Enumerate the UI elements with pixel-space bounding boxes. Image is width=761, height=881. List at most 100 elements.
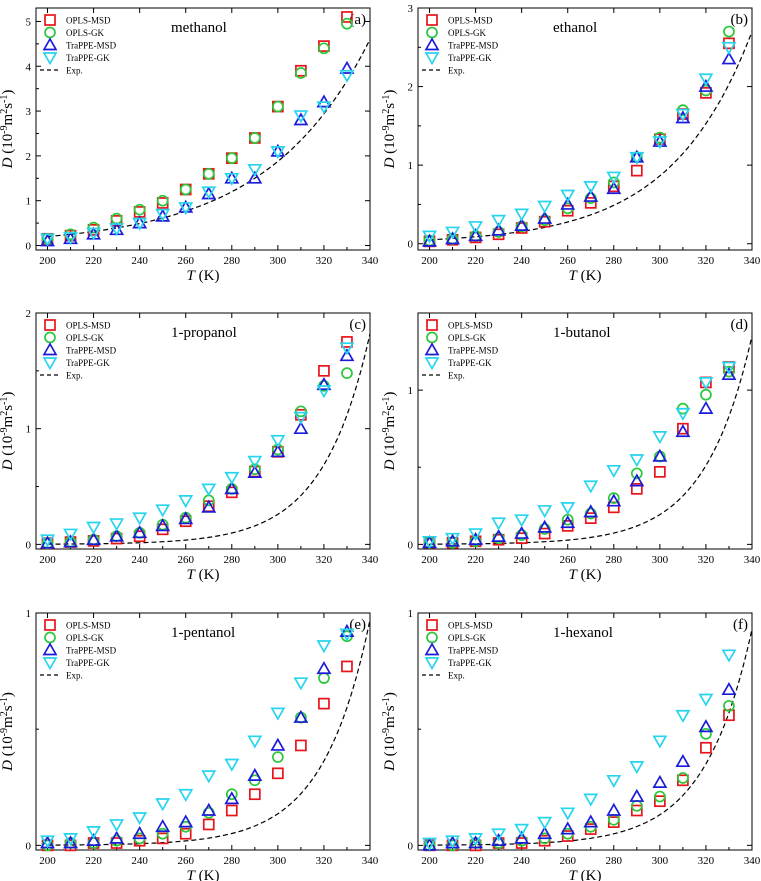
point-trappe-gk (40, 835, 55, 849)
x-tick-label: 240 (513, 255, 530, 267)
point-trappe-msd (583, 814, 599, 828)
y-tick-label: 0 (408, 840, 414, 852)
point-trappe-gk (422, 230, 437, 244)
legend-label: TraPPE-MSD (66, 646, 117, 656)
legend-marker-trappe-msd (42, 37, 58, 51)
point-trappe-gk (270, 146, 286, 160)
y-axis-label-part: -1 (381, 397, 392, 405)
y-tick-label: 0 (408, 539, 414, 551)
point-opls-gk (202, 167, 215, 180)
legend-marker-opls-gk (44, 26, 56, 39)
y-axis-label-part: (10 (0, 134, 16, 158)
point-opls-msd (630, 482, 643, 495)
point-trappe-gk (675, 108, 691, 122)
point-trappe-gk (201, 483, 217, 497)
legend-label: TraPPE-GK (448, 658, 492, 668)
x-axis-label-symbol: T (187, 567, 197, 583)
point-trappe-msd (293, 709, 309, 723)
point-opls-gk (225, 152, 238, 164)
x-tick-label: 340 (744, 255, 761, 267)
point-opls-msd (584, 197, 597, 209)
point-trappe-gk (86, 227, 102, 241)
x-tick-label: 220 (85, 855, 102, 867)
x-tick-label: 240 (131, 554, 148, 566)
legend-label: OPLS-GK (448, 633, 487, 643)
point-trappe-msd (247, 170, 263, 184)
plot-frame (417, 612, 753, 851)
y-tick-label: 0 (26, 840, 32, 852)
point-opls-gk (630, 467, 643, 480)
point-trappe-msd (132, 525, 148, 539)
y-tick-label: 1 (408, 160, 414, 172)
series-opls-msd (41, 660, 353, 852)
y-axis-label-part: D (382, 760, 398, 772)
x-tick-label: 240 (513, 554, 530, 566)
legend-marker-opls-gk (426, 631, 438, 644)
legend-marker-trappe-gk (42, 657, 58, 671)
point-trappe-gk (109, 223, 125, 237)
point-opls-gk (248, 132, 261, 144)
y-tick-label: 2 (26, 151, 32, 163)
point-trappe-msd (675, 424, 691, 438)
point-trappe-msd (422, 233, 437, 247)
legend-marker-trappe-gk (42, 52, 58, 66)
y-tick-label: 1 (26, 424, 32, 436)
legend-label: OPLS-MSD (448, 621, 493, 631)
legend-marker-trappe-gk (424, 357, 440, 371)
point-trappe-msd (293, 420, 309, 435)
point-trappe-msd (491, 222, 507, 236)
y-axis-label-part: -1 (381, 697, 392, 705)
legend: OPLS-MSD OPLS-GK TraPPE-MSD TraPPE-GK Exp. (422, 319, 499, 381)
legend-marker-opls-msd (426, 14, 438, 26)
legend-label: TraPPE-GK (448, 358, 492, 368)
x-tick-label: 220 (467, 855, 484, 867)
legend-label: OPLS-MSD (66, 621, 111, 631)
y-tick-label: 5 (26, 16, 32, 28)
point-trappe-gk (675, 407, 691, 421)
legend-label: TraPPE-MSD (448, 346, 499, 356)
point-trappe-msd (629, 788, 645, 802)
point-trappe-msd (247, 767, 263, 781)
plot-frame (417, 7, 753, 251)
point-trappe-msd (721, 681, 737, 696)
point-trappe-gk (721, 649, 737, 663)
point-opls-msd (654, 466, 666, 478)
plot-frame (35, 7, 371, 251)
panel-b: 200 220 240 260 280 300 320 340 0 1 2 3 T (K) D (10-9… (381, 3, 761, 284)
legend-label: OPLS-MSD (448, 16, 493, 26)
x-tick-label: 340 (362, 855, 379, 867)
x-tick-label: 200 (421, 255, 438, 267)
x-tick-label: 280 (606, 554, 623, 566)
point-trappe-gk (652, 136, 668, 150)
point-trappe-gk (339, 628, 355, 642)
point-trappe-msd (339, 623, 355, 637)
point-opls-gk (723, 25, 735, 38)
point-trappe-gk (491, 517, 507, 531)
y-axis-label-part: 2 (0, 109, 10, 114)
y-axis-label-part: D (0, 459, 16, 471)
point-trappe-gk (339, 69, 355, 83)
series-trappe-gk (422, 361, 737, 550)
point-trappe-msd (537, 210, 553, 224)
point-trappe-msd (721, 51, 737, 65)
point-opls-gk (295, 405, 307, 418)
point-opls-gk (225, 788, 238, 801)
point-trappe-gk (537, 505, 553, 519)
legend-label: Exp. (448, 671, 465, 681)
point-opls-msd (179, 827, 192, 840)
point-trappe-gk (583, 793, 599, 807)
y-axis-label-part: s (0, 103, 16, 109)
point-trappe-msd (583, 188, 599, 202)
y-axis-label-part: m (382, 716, 398, 728)
y-tick-label: 2 (408, 82, 414, 94)
point-opls-gk (248, 463, 261, 476)
point-opls-msd (156, 832, 169, 845)
series-trappe-msd (40, 348, 355, 549)
x-tick-label: 220 (467, 554, 484, 566)
point-trappe-gk (63, 833, 79, 847)
x-axis-label: T (K) (187, 868, 220, 881)
point-opls-msd (630, 804, 643, 817)
y-tick-label: 1 (26, 196, 32, 208)
point-trappe-gk (224, 471, 240, 485)
point-trappe-gk (155, 208, 171, 222)
